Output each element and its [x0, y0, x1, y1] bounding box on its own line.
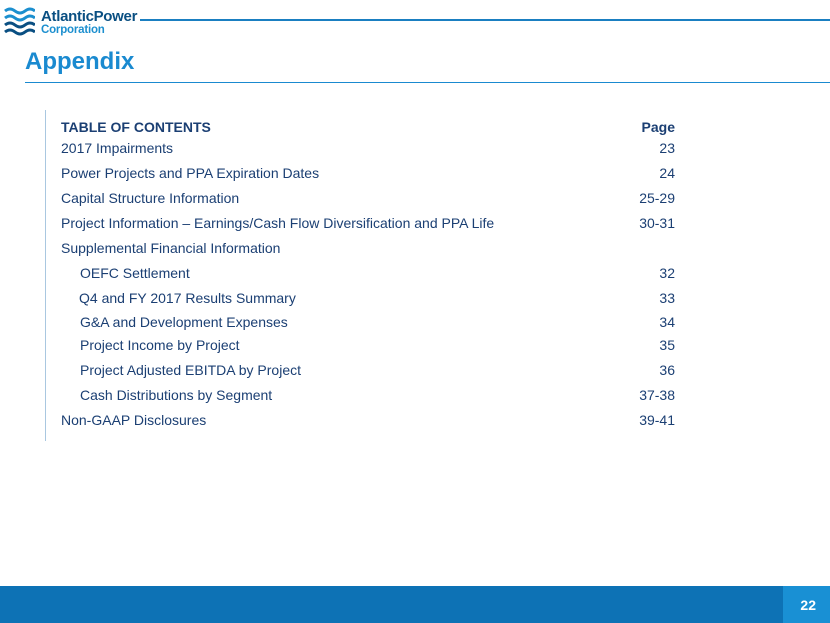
toc-item-label: Project Information – Earnings/Cash Flow…: [61, 215, 495, 231]
toc-item-page: 23: [659, 140, 675, 156]
page-number: 22: [800, 597, 816, 613]
toc-row: Q4 and FY 2017 Results Summary 33: [61, 290, 675, 310]
toc-item-page: 33: [659, 290, 675, 306]
toc-item-page: 34: [659, 314, 675, 330]
toc-item-label: Cash Distributions by Segment: [80, 387, 273, 403]
footer-bar: [0, 586, 830, 623]
toc-item-label: 2017 Impairments: [61, 140, 174, 156]
header-divider: [140, 19, 830, 21]
toc-item-page: 32: [659, 265, 675, 281]
toc-item-label: Q4 and FY 2017 Results Summary: [79, 290, 296, 306]
toc-row: Power Projects and PPA Expiration Dates …: [61, 165, 675, 185]
toc-header-row: TABLE OF CONTENTS Page: [61, 119, 675, 139]
toc-item-page: 24: [659, 165, 675, 181]
page-number-box: [783, 586, 830, 623]
company-logo: AtlanticPower Corporation: [3, 5, 143, 41]
toc-row: OEFC Settlement 32: [61, 265, 675, 285]
toc-item-page: 35: [659, 337, 675, 353]
toc-row: Project Income by Project 35: [61, 337, 675, 357]
toc-item-page: 36: [659, 362, 675, 378]
toc-row: G&A and Development Expenses 34: [61, 314, 675, 334]
wave-lines-icon: [4, 7, 35, 36]
toc-row: Cash Distributions by Segment 37-38: [61, 387, 675, 407]
toc-row: Project Information – Earnings/Cash Flow…: [61, 215, 675, 235]
toc-item-label: Capital Structure Information: [61, 190, 240, 206]
page-title: Appendix: [25, 48, 135, 75]
toc-row: Supplemental Financial Information: [61, 240, 675, 260]
toc-heading: TABLE OF CONTENTS: [61, 119, 211, 135]
toc-item-page: 39-41: [639, 412, 675, 428]
toc-row: 2017 Impairments 23: [61, 140, 675, 160]
toc-item-page: 25-29: [639, 190, 675, 206]
logo-subtitle: Corporation: [41, 24, 105, 36]
toc-row: Capital Structure Information 25-29: [61, 190, 675, 210]
toc-row: Non-GAAP Disclosures 39-41: [61, 412, 675, 432]
toc-item-label: Non-GAAP Disclosures: [61, 412, 207, 428]
toc-item-label: G&A and Development Expenses: [80, 314, 288, 330]
toc-item-page: 30-31: [639, 215, 675, 231]
toc-item-label: Supplemental Financial Information: [61, 240, 281, 256]
toc-row: Project Adjusted EBITDA by Project 36: [61, 362, 675, 382]
toc-item-label: OEFC Settlement: [80, 265, 190, 281]
logo-name: AtlanticPower: [41, 8, 138, 25]
toc-item-label: Project Adjusted EBITDA by Project: [80, 362, 301, 378]
toc-frame: [45, 110, 696, 441]
title-divider: [25, 82, 830, 83]
toc-item-label: Power Projects and PPA Expiration Dates: [61, 165, 320, 181]
toc-page-heading: Page: [641, 119, 675, 135]
toc-item-page: 37-38: [639, 387, 675, 403]
toc-item-label: Project Income by Project: [80, 337, 240, 353]
